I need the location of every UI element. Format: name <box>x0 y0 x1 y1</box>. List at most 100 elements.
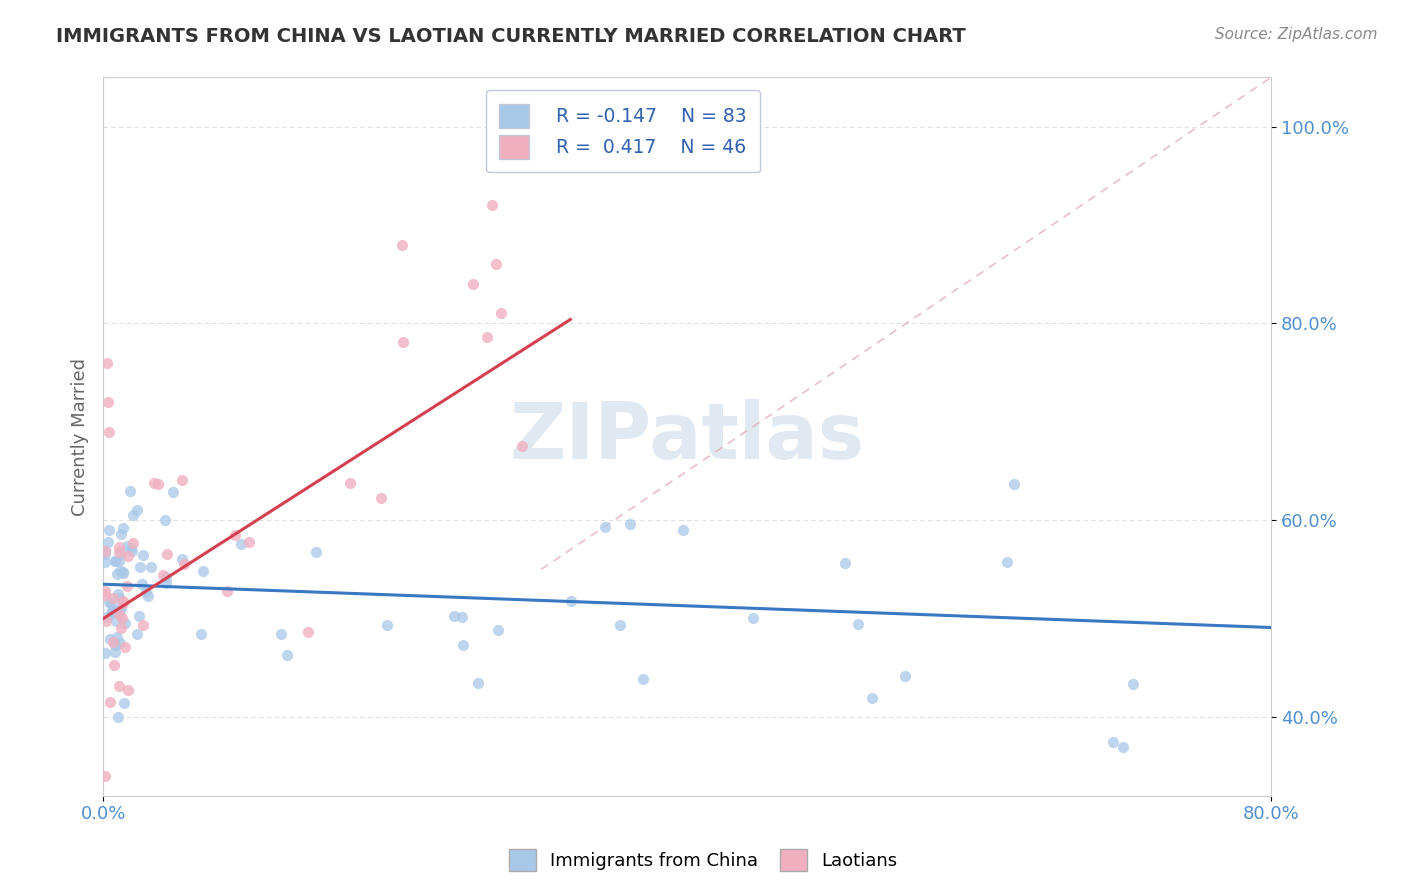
Point <box>131 577 153 591</box>
Point <box>152 567 174 582</box>
Point <box>98 632 121 646</box>
Point <box>619 516 641 531</box>
Point <box>94 544 117 558</box>
Point <box>139 560 162 574</box>
Point <box>108 541 131 555</box>
Point <box>1122 677 1144 691</box>
Point <box>510 439 533 453</box>
Point <box>93 543 115 558</box>
Point <box>107 586 129 600</box>
Point <box>100 596 122 610</box>
Point <box>231 537 253 551</box>
Point <box>110 547 132 561</box>
Point <box>98 523 121 537</box>
Point <box>101 605 124 619</box>
Point <box>112 566 135 580</box>
Point <box>107 606 129 620</box>
Point <box>375 618 398 632</box>
Point <box>443 608 465 623</box>
Point <box>93 769 115 783</box>
Point <box>96 356 118 370</box>
Point <box>115 579 138 593</box>
Point <box>217 584 239 599</box>
Point <box>107 710 129 724</box>
Point <box>193 564 215 578</box>
Point <box>238 535 260 549</box>
Point <box>118 484 141 499</box>
Point <box>93 646 115 660</box>
Point <box>463 277 485 291</box>
Point <box>339 476 361 491</box>
Text: IMMIGRANTS FROM CHINA VS LAOTIAN CURRENTLY MARRIED CORRELATION CHART: IMMIGRANTS FROM CHINA VS LAOTIAN CURRENT… <box>56 27 966 45</box>
Point <box>112 596 135 610</box>
Point <box>391 334 413 349</box>
Point <box>104 614 127 628</box>
Point <box>104 554 127 568</box>
Point <box>108 603 131 617</box>
Point <box>477 330 499 344</box>
Legend:   R = -0.147    N = 83,   R =  0.417    N = 46: R = -0.147 N = 83, R = 0.417 N = 46 <box>486 90 761 172</box>
Point <box>451 610 474 624</box>
Point <box>741 611 763 625</box>
Point <box>162 485 184 500</box>
Legend: Immigrants from China, Laotians: Immigrants from China, Laotians <box>502 842 904 879</box>
Point <box>391 237 413 252</box>
Point <box>94 614 117 628</box>
Point <box>111 521 134 535</box>
Point <box>100 604 122 618</box>
Point <box>467 676 489 690</box>
Point <box>117 539 139 553</box>
Point <box>122 536 145 550</box>
Text: ZIPatlas: ZIPatlas <box>509 399 865 475</box>
Point <box>125 503 148 517</box>
Point <box>117 682 139 697</box>
Point <box>1002 477 1025 491</box>
Point <box>110 621 132 635</box>
Point <box>848 616 870 631</box>
Point <box>894 669 917 683</box>
Point <box>121 544 143 558</box>
Point <box>276 648 298 662</box>
Point <box>108 554 131 568</box>
Point <box>146 476 169 491</box>
Point <box>120 541 142 555</box>
Point <box>108 545 131 559</box>
Point <box>111 566 134 581</box>
Point <box>370 491 392 506</box>
Point <box>489 305 512 319</box>
Point <box>170 552 193 566</box>
Point <box>103 657 125 672</box>
Point <box>155 513 177 527</box>
Point <box>270 627 292 641</box>
Point <box>98 594 121 608</box>
Point <box>94 548 117 562</box>
Point <box>451 638 474 652</box>
Point <box>98 425 121 439</box>
Point <box>111 611 134 625</box>
Point <box>96 610 118 624</box>
Point <box>486 623 509 637</box>
Point <box>190 627 212 641</box>
Point <box>834 556 856 570</box>
Point <box>995 555 1018 569</box>
Point <box>114 640 136 655</box>
Point <box>128 560 150 574</box>
Point <box>593 519 616 533</box>
Point <box>156 547 179 561</box>
Point <box>173 557 195 571</box>
Point <box>125 626 148 640</box>
Point <box>305 545 328 559</box>
Point <box>101 603 124 617</box>
Point <box>672 524 695 538</box>
Point <box>101 591 124 606</box>
Point <box>108 679 131 693</box>
Point <box>155 569 177 583</box>
Point <box>105 566 128 581</box>
Point <box>122 508 145 522</box>
Point <box>97 395 120 409</box>
Point <box>860 690 883 705</box>
Point <box>103 645 125 659</box>
Point <box>104 554 127 568</box>
Point <box>97 534 120 549</box>
Point <box>135 584 157 599</box>
